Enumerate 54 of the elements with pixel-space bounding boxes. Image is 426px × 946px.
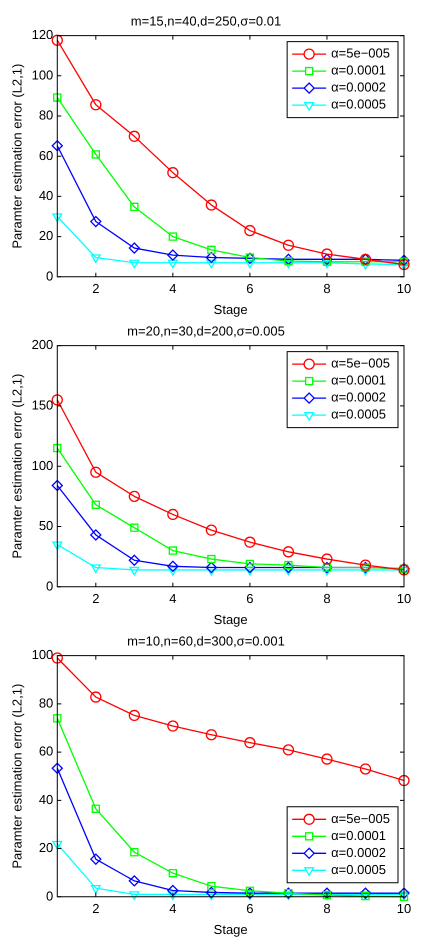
x-tick-label: 2 xyxy=(92,281,100,296)
y-axis-title: Paramter estimation error (L2,1) xyxy=(9,374,24,559)
x-tick-label: 10 xyxy=(396,281,412,296)
x-axis-title: Stage xyxy=(214,922,248,937)
legend-label: α=0.0001 xyxy=(331,372,386,388)
x-tick-label: 6 xyxy=(246,901,254,916)
chart-title: m=20,n=30,d=200,σ=0.005 xyxy=(127,323,285,338)
legend-label: α=0.0005 xyxy=(331,406,386,422)
x-tick-label: 4 xyxy=(169,281,176,296)
x-tick-label: 4 xyxy=(169,591,176,606)
y-tick-label: 40 xyxy=(38,188,54,203)
y-tick-label: 150 xyxy=(32,397,54,412)
x-tick-label: 10 xyxy=(396,591,412,606)
y-tick-label: 0 xyxy=(46,888,54,904)
y-tick-label: 80 xyxy=(38,695,54,710)
x-tick-label: 6 xyxy=(246,591,254,606)
legend-label: α=0.0002 xyxy=(331,844,386,860)
x-tick-label: 8 xyxy=(323,281,331,296)
legend-label: α=5e−005 xyxy=(331,810,390,826)
y-tick-label: 20 xyxy=(38,840,54,856)
y-tick-label: 100 xyxy=(32,647,54,662)
legend-label: α=5e−005 xyxy=(331,46,390,61)
legend-label: α=0.0005 xyxy=(331,96,386,112)
x-tick-label: 6 xyxy=(246,281,254,296)
legend-label: α=0.0005 xyxy=(331,862,386,877)
y-axis-title: Paramter estimation error (L2,1) xyxy=(9,64,24,249)
y-tick-label: 120 xyxy=(32,27,54,42)
x-tick-label: 4 xyxy=(169,901,176,916)
y-tick-label: 200 xyxy=(32,337,54,352)
x-tick-label: 8 xyxy=(323,901,331,916)
x-tick-label: 2 xyxy=(92,591,100,606)
y-tick-label: 0 xyxy=(46,578,54,594)
y-tick-label: 50 xyxy=(38,518,54,534)
legend-label: α=0.0002 xyxy=(331,390,386,405)
legend-label: α=0.0002 xyxy=(331,80,386,95)
x-tick-label: 2 xyxy=(92,901,100,916)
y-axis-title: Paramter estimation error (L2,1) xyxy=(9,684,24,869)
x-tick-label: 10 xyxy=(396,901,412,916)
x-tick-label: 8 xyxy=(323,591,331,606)
y-tick-label: 60 xyxy=(38,744,54,759)
y-tick-label: 60 xyxy=(38,148,54,163)
legend-label: α=5e−005 xyxy=(331,356,390,371)
y-tick-label: 100 xyxy=(32,458,54,473)
chart-title: m=15,n=40,d=250,σ=0.01 xyxy=(130,13,282,28)
y-tick-label: 0 xyxy=(46,268,54,284)
y-tick-label: 20 xyxy=(38,228,54,244)
y-tick-label: 100 xyxy=(32,67,54,82)
chart-title: m=10,n=60,d=300,σ=0.001 xyxy=(127,633,285,648)
legend-label: α=0.0001 xyxy=(331,62,386,78)
y-tick-label: 80 xyxy=(38,108,54,123)
y-tick-label: 40 xyxy=(38,792,54,807)
x-axis-title: Stage xyxy=(214,302,248,317)
x-axis-title: Stage xyxy=(214,612,248,627)
legend-label: α=0.0001 xyxy=(331,828,386,843)
